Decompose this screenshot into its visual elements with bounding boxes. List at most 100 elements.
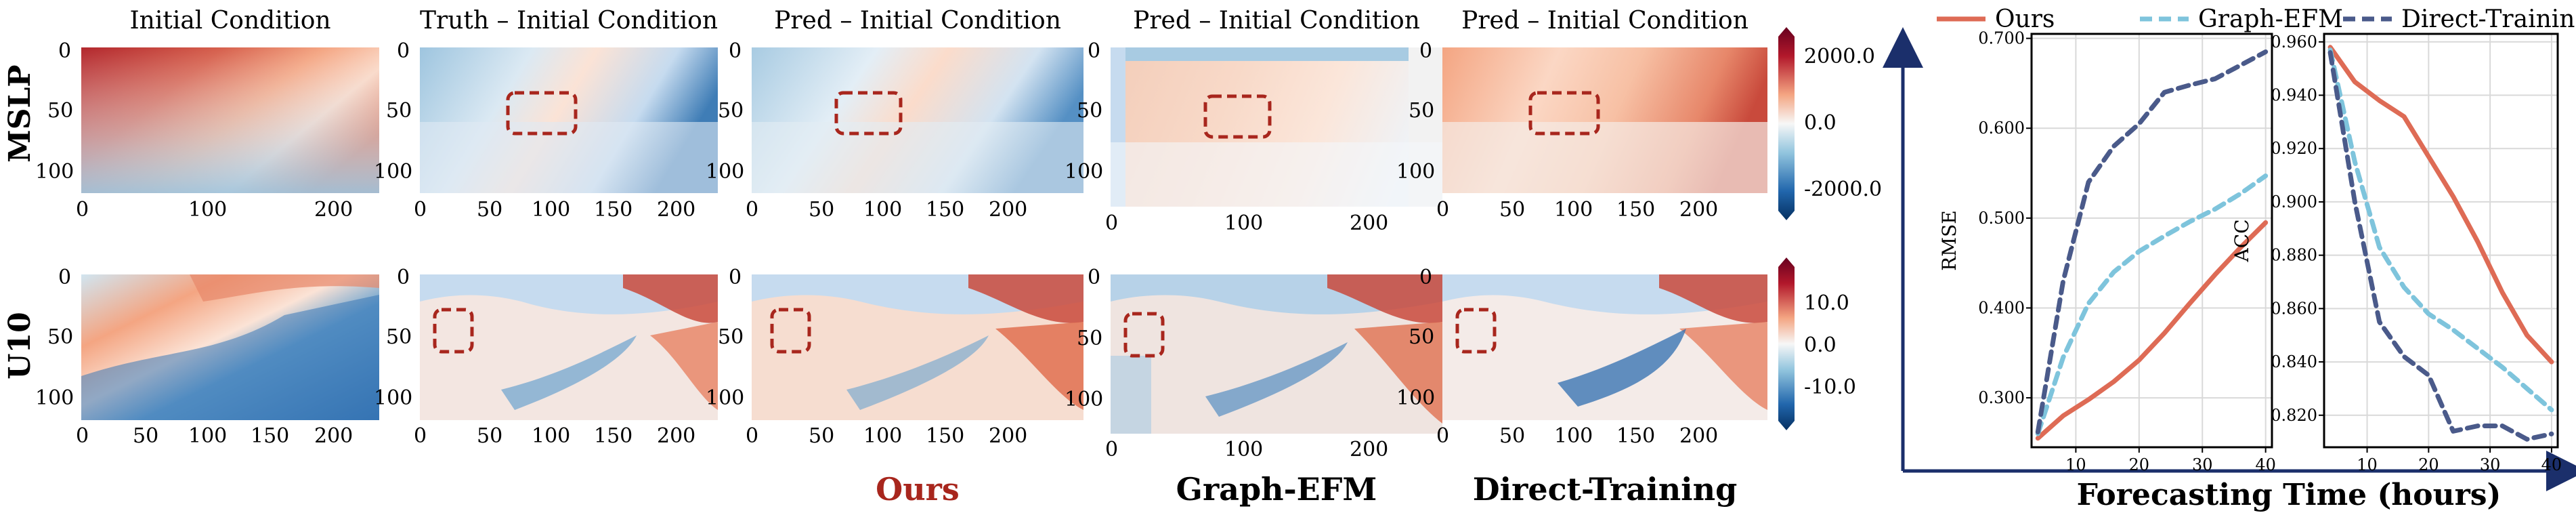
y-tick: 0 bbox=[1419, 39, 1433, 63]
highlight-box bbox=[506, 91, 578, 136]
y-tick: 0 bbox=[729, 266, 742, 289]
x-tick: 150 bbox=[1616, 198, 1656, 222]
heatmap-mslp-pred-direct bbox=[1442, 47, 1767, 193]
y-tick: 100 bbox=[1396, 160, 1436, 184]
x-tick: 150 bbox=[251, 424, 290, 448]
rmse-plot: 10 20 30 40 0.300 0.400 0.500 0.600 0.700 RMSE bbox=[1938, 29, 2276, 474]
y-tick: 0 bbox=[397, 266, 410, 289]
line-chart-panel: Ours Graph-EFM Direct-Training Forecasti… bbox=[1883, 5, 2576, 512]
highlight-box bbox=[1203, 94, 1272, 139]
y-tick: 100 bbox=[1065, 388, 1104, 411]
x-tick-label: 20 bbox=[2129, 455, 2150, 474]
highlight-box bbox=[1528, 91, 1600, 136]
heatmap-mslp-truth bbox=[420, 47, 718, 193]
y-tick-label: 0.500 bbox=[1978, 209, 2025, 228]
x-tick-label: 30 bbox=[2192, 455, 2213, 474]
x-tick: 50 bbox=[1499, 424, 1526, 448]
colorbar-mslp bbox=[1778, 27, 1795, 220]
y-tick-label: 0.600 bbox=[1978, 119, 2025, 138]
y-tick: 100 bbox=[706, 160, 745, 184]
x-tick: 200 bbox=[657, 424, 696, 448]
y-tick: 50 bbox=[1409, 99, 1435, 123]
y-tick: 0 bbox=[1088, 266, 1101, 289]
highlight-box bbox=[1123, 312, 1165, 358]
y-tick-label: 0.840 bbox=[2271, 352, 2317, 371]
method-label-direct: Direct-Training bbox=[1472, 471, 1738, 508]
x-tick: 150 bbox=[594, 424, 633, 448]
x-tick: 0 bbox=[76, 198, 89, 222]
method-label-ours: Ours bbox=[876, 471, 960, 508]
highlight-box bbox=[770, 308, 811, 354]
y-tick-label: 0.960 bbox=[2271, 33, 2317, 52]
y-tick: 100 bbox=[1065, 160, 1104, 184]
column-title-pred-direct: Pred – Initial Condition bbox=[1461, 7, 1748, 35]
series-line-direct-training bbox=[2035, 49, 2269, 434]
x-tick: 150 bbox=[594, 198, 633, 222]
y-tick: 100 bbox=[1396, 386, 1436, 410]
x-tick: 50 bbox=[1499, 198, 1526, 222]
x-tick: 100 bbox=[532, 424, 571, 448]
y-tick: 0 bbox=[1088, 39, 1101, 63]
x-tick: 0 bbox=[746, 198, 759, 222]
heatmap-u10-pred-ours bbox=[752, 274, 1083, 420]
legend: Ours Graph-EFM Direct-Training bbox=[1937, 5, 2576, 33]
shared-x-axis-label: Forecasting Time (hours) bbox=[2077, 478, 2502, 512]
y-tick: 50 bbox=[47, 99, 74, 123]
y-tick-label: 0.880 bbox=[2271, 246, 2317, 265]
y-tick: 0 bbox=[58, 266, 72, 289]
colorbar-u10-tick-zero: 0.0 bbox=[1804, 333, 1837, 357]
y-tick-label: 0.700 bbox=[1978, 29, 2025, 48]
legend-label-graph-efm: Graph-EFM bbox=[2198, 5, 2343, 33]
x-tick: 150 bbox=[926, 424, 965, 448]
heatmap-mslp-pred-graphefm bbox=[1111, 47, 1442, 207]
x-tick: 200 bbox=[989, 424, 1028, 448]
x-tick: 150 bbox=[926, 198, 965, 222]
x-tick: 200 bbox=[1679, 198, 1719, 222]
x-tick: 50 bbox=[809, 424, 835, 448]
x-tick: 0 bbox=[746, 424, 759, 448]
y-tick-label: 0.860 bbox=[2271, 299, 2317, 318]
x-tick: 50 bbox=[477, 198, 503, 222]
acc-plot: 10 20 30 40 0.820 0.840 0.860 0.880 0.900 0.920 0.… bbox=[2231, 33, 2562, 474]
y-tick-label: 0.400 bbox=[1978, 298, 2025, 317]
y-tick-label: 0.900 bbox=[2271, 192, 2317, 211]
x-tick: 150 bbox=[1616, 424, 1656, 448]
highlight-box bbox=[1455, 308, 1497, 354]
column-title-pred-ours: Pred – Initial Condition bbox=[774, 7, 1061, 35]
x-tick: 100 bbox=[188, 424, 228, 448]
x-tick: 200 bbox=[314, 424, 353, 448]
x-tick-label: 30 bbox=[2480, 455, 2501, 474]
heatmap-u10-pred-graphefm bbox=[1111, 274, 1442, 434]
y-tick: 100 bbox=[374, 160, 413, 184]
plot-frame bbox=[2030, 33, 2273, 449]
heatmap-u10-truth bbox=[420, 274, 718, 420]
method-label-graphefm: Graph-EFM bbox=[1176, 471, 1377, 508]
y-tick: 100 bbox=[35, 160, 74, 184]
x-tick: 200 bbox=[1679, 424, 1719, 448]
x-tick: 100 bbox=[1224, 211, 1264, 235]
y-tick: 0 bbox=[729, 39, 742, 63]
plot-frame bbox=[2323, 33, 2559, 449]
series-line-graph-efm bbox=[2327, 47, 2554, 413]
y-tick-label: 0.300 bbox=[1978, 388, 2025, 407]
x-tick: 0 bbox=[1105, 438, 1119, 461]
x-tick: 50 bbox=[133, 424, 159, 448]
row-label-mslp: MSLP bbox=[3, 64, 37, 163]
series-line-ours bbox=[2327, 45, 2554, 365]
colorbar-u10-tick-min: -10.0 bbox=[1804, 375, 1856, 399]
colorbar-u10-tick-max: 10.0 bbox=[1804, 291, 1849, 315]
colorbar-mslp-tick-zero: 0.0 bbox=[1804, 111, 1837, 135]
y-tick: 0 bbox=[58, 39, 72, 63]
y-tick: 100 bbox=[706, 386, 745, 410]
y-tick: 0 bbox=[397, 39, 410, 63]
x-tick: 200 bbox=[1350, 438, 1389, 461]
series-line-ours bbox=[2035, 220, 2269, 441]
column-title-truth: Truth – Initial Condition bbox=[420, 7, 718, 35]
y-tick: 50 bbox=[47, 325, 74, 349]
x-tick: 100 bbox=[863, 424, 903, 448]
colorbar-mslp-tick-max: 2000.0 bbox=[1804, 45, 1875, 68]
y-tick: 50 bbox=[386, 325, 412, 349]
y-tick: 50 bbox=[718, 99, 744, 123]
x-tick: 100 bbox=[863, 198, 903, 222]
x-tick: 100 bbox=[188, 198, 228, 222]
